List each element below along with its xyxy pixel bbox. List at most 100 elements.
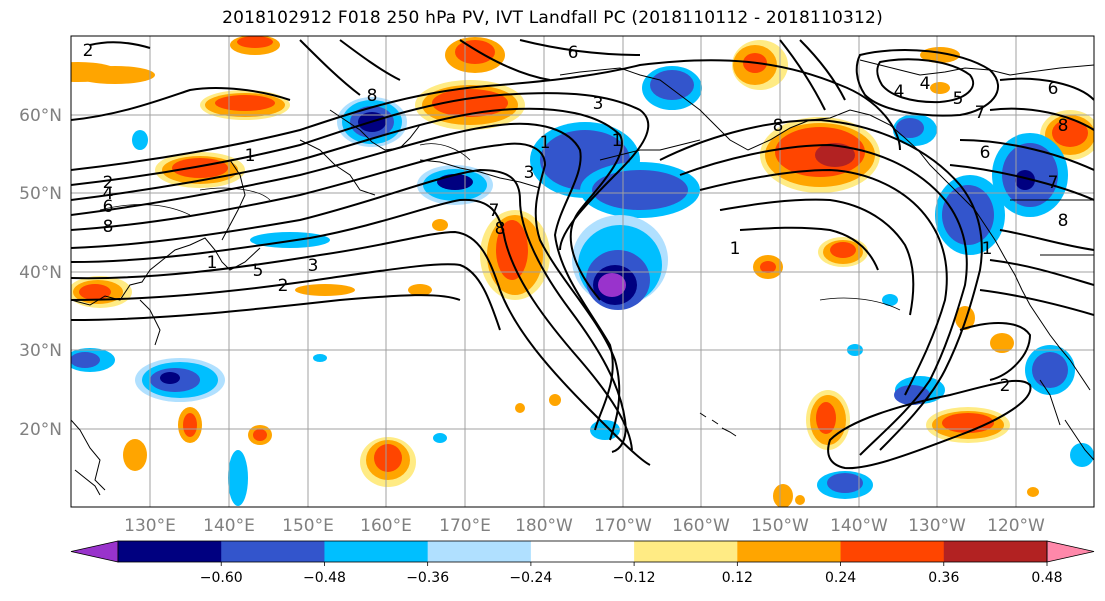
pv-anomaly-patch [942,413,994,433]
pv-anomaly-patch [295,284,355,296]
lat-label: 50°N [19,184,62,204]
pv-anomaly-patch [930,82,950,94]
contour-label: 4 [920,74,931,94]
contour-label: 2 [83,41,94,61]
lon-label: 130°E [124,516,176,536]
colorbar-segment [324,541,429,562]
lon-label: 140°E [203,516,255,536]
pv-anomaly-patch [650,70,694,100]
ivt-contours [71,39,1094,470]
coastlines [71,59,1094,496]
contour-label: 8 [367,86,378,106]
pv-anomaly-patch [592,170,688,210]
pv-anomaly-patch [827,473,863,493]
colorbar-segment [737,541,842,562]
colorbar-segment [634,541,738,562]
pv-anomaly-patch [990,333,1014,353]
contour-label: 8 [773,116,784,136]
colorbar-tick-label: −0.12 [613,570,656,586]
colorbar-tick-label: 0.12 [722,570,753,586]
colorbar: −0.60 −0.48 −0.36 −0.24 −0.12 0.12 0.24 0.36 0.4… [70,540,1095,586]
contour-label: 5 [253,261,264,281]
pv-anomaly-patch [1052,119,1088,147]
pv-anomaly-patch [71,352,100,368]
pv-anomaly-patch [882,294,898,306]
contour-label: 7 [975,103,986,123]
contour-label: 6 [568,43,579,63]
contour-label: 2 [278,276,289,296]
contour-label: 8 [495,219,506,239]
pv-anomaly-patch [437,174,473,190]
contour-label: 1 [730,239,741,259]
contour-label: 6 [1048,79,1059,99]
pv-anomaly-patch [894,385,930,405]
pv-anomaly-fills [71,36,1094,507]
pv-anomaly-patch [408,284,432,296]
lon-label: 170°W [594,516,652,536]
pv-anomaly-patch [374,444,402,472]
pv-anomaly-patch [795,495,805,505]
pv-anomaly-patch [1070,443,1094,467]
colorbar-segment [221,541,325,562]
colorbar-segment [118,541,222,562]
contour-label: 4 [103,184,114,204]
colorbar-tick-label: −0.36 [406,570,449,586]
lon-label: 160°W [672,516,730,536]
pv-anomaly-patch [123,439,147,471]
pv-anomaly-patch [549,394,561,406]
contour-label: 7 [489,201,500,221]
colorbar-tick-label: −0.60 [200,570,243,586]
contour-label: 8 [103,217,114,237]
pv-anomaly-patch [237,36,273,48]
map-title: 2018102912 F018 250 hPa PV, IVT Landfall… [222,8,883,28]
contour-label: 6 [980,143,991,163]
contour-label: 4 [894,82,905,102]
lon-label: 130°W [908,516,966,536]
pv-thin-contours [99,143,901,311]
pv-anomaly-patch [1032,352,1068,388]
pv-anomaly-patch [942,185,994,245]
contour-label: 1 [982,239,993,259]
contour-label: 1 [245,146,256,166]
contour-label: 3 [308,256,319,276]
lon-label: 180°W [515,516,573,536]
pv-anomaly-patch [172,158,228,178]
pv-anomaly-patch [515,403,525,413]
colorbar-extend-high [1046,540,1095,563]
colorbar-segment [427,541,532,562]
contour-label: 7 [1048,173,1059,193]
contour-label: 3 [524,163,535,183]
colorbar-segment [943,541,1048,562]
contour-label: 1 [612,131,623,151]
pv-anomaly-patch [760,261,776,273]
lon-label: 150°E [282,516,334,536]
contour-label: 2 [1000,376,1011,396]
pv-anomaly-patch [455,40,495,64]
contour-label: 3 [593,94,604,114]
pv-anomaly-patch [79,284,111,300]
pv-anomaly-patch [228,450,248,506]
pv-anomaly-patch [253,429,267,441]
contour-label: 1 [540,133,551,153]
map-frame [70,35,1095,508]
contour-label: 8 [1058,211,1069,231]
contour-label: 2 [103,173,114,193]
colorbar-tick-label: 0.48 [1031,570,1062,586]
lat-label: 30°N [19,341,62,361]
lat-label: 40°N [19,263,62,283]
colorbar-segment [840,541,945,562]
pv-anomaly-patch [955,306,975,330]
pv-anomaly-patch [313,354,327,362]
colorbar-tick-label: 0.36 [928,570,959,586]
pv-anomaly-patch [215,95,275,111]
colorbar-tick-label: −0.48 [303,570,346,586]
lon-label: 120°W [987,516,1045,536]
colorbar-tick-label: −0.24 [509,570,552,586]
pv-anomaly-patch [830,242,856,258]
lon-label: 160°E [360,516,412,536]
pv-anomaly-patch [896,118,924,138]
pv-anomaly-patch [160,372,180,384]
pv-anomaly-patch [815,143,855,167]
